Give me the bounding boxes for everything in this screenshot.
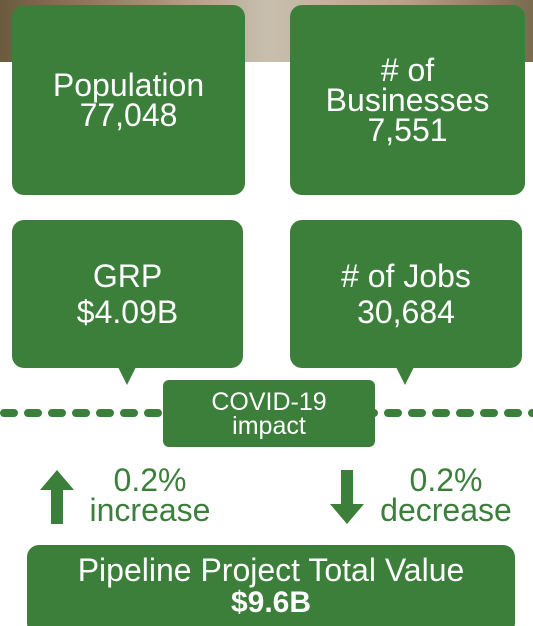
covid-title: COVID-19 impact [211, 387, 327, 440]
stat-value: $4.09B [76, 294, 179, 330]
covid-box: COVID-19 impact [163, 380, 375, 447]
change-label: decrease [380, 492, 512, 528]
pipeline-box: Pipeline Project Total Value $9.6B [27, 545, 515, 626]
pointer [396, 367, 414, 385]
pipeline-value: $9.6B [230, 586, 312, 619]
stat-label: # of Businesses [325, 52, 490, 118]
stat-card: Population 77,048 [12, 5, 245, 195]
change-value: 0.2% [113, 462, 187, 498]
stat-card: GRP $4.09B [12, 220, 243, 368]
down-arrow [330, 470, 364, 524]
pipeline-title: Pipeline Project Total Value [77, 552, 465, 588]
change-label: increase [89, 492, 211, 528]
stat-value: 30,684 [357, 294, 455, 330]
stat-label: # of Jobs [341, 258, 471, 294]
change-value: 0.2% [409, 462, 483, 498]
stat-label: Population [52, 67, 205, 103]
up-arrow [40, 470, 74, 524]
stat-card: # of Businesses 7,551 [290, 5, 525, 195]
stat-label: GRP [92, 258, 163, 294]
stat-card: # of Jobs 30,684 [290, 220, 522, 368]
stat-value: 7,551 [367, 112, 448, 148]
stat-value: 77,048 [79, 97, 178, 133]
pointer [118, 367, 136, 385]
